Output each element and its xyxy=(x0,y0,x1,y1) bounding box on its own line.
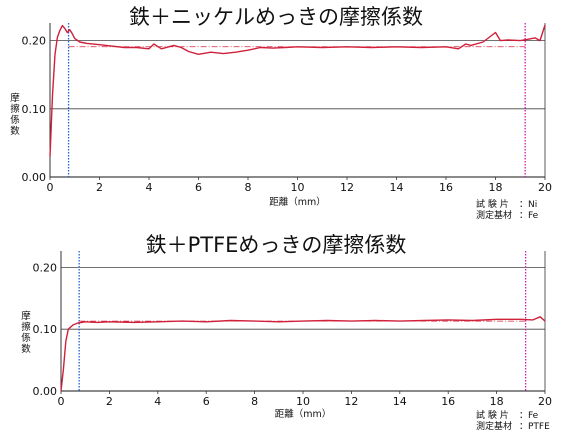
info-colon: ： xyxy=(519,211,528,221)
info-value: PTFE xyxy=(528,422,550,432)
info-value: Ni xyxy=(528,200,537,210)
x-tick-label: 14 xyxy=(390,181,404,194)
x-tick-label: 14 xyxy=(393,395,407,408)
x-tick-label: 20 xyxy=(538,395,552,408)
y-axis-label: 摩 xyxy=(21,310,31,322)
info-label: 試 験 片 xyxy=(476,198,509,210)
y-tick-label: 0.20 xyxy=(33,261,58,274)
x-tick-label: 6 xyxy=(195,181,202,194)
info-colon: ： xyxy=(519,422,528,432)
x-tick-label: 2 xyxy=(96,181,103,194)
info-colon: ： xyxy=(519,411,528,421)
x-tick-label: 10 xyxy=(291,181,305,194)
series-line xyxy=(61,317,545,391)
y-tick-label: 0.00 xyxy=(33,385,58,398)
x-tick-label: 18 xyxy=(490,395,504,408)
x-tick-label: 18 xyxy=(489,181,503,194)
y-tick-label: 0.20 xyxy=(22,35,47,48)
info-label: 測定基材 xyxy=(476,420,512,432)
x-tick-label: 6 xyxy=(203,395,210,408)
x-tick-label: 8 xyxy=(251,395,258,408)
y-tick-label: 0.10 xyxy=(22,103,47,116)
info-colon: ： xyxy=(519,200,528,210)
y-axis-label: 数 xyxy=(10,125,20,137)
x-tick-label: 0 xyxy=(47,181,54,194)
x-tick-label: 12 xyxy=(340,181,354,194)
chart-title: 鉄＋ニッケルめっきの摩擦係数 xyxy=(129,5,423,29)
series-line xyxy=(50,25,545,157)
x-tick-label: 8 xyxy=(245,181,252,194)
info-label: 測定基材 xyxy=(476,209,512,221)
chart-title: 鉄＋PTFEめっきの摩擦係数 xyxy=(146,233,407,257)
chart-2: 鉄＋PTFEめっきの摩擦係数 0.00 0.10 0.20 0 2 4 6 8 10 12 14 16 1… xyxy=(21,233,552,432)
info-label: 試 験 片 xyxy=(476,409,509,421)
y-axis-label: 数 xyxy=(21,343,31,355)
x-axis-label: 距離（mm） xyxy=(275,408,332,420)
x-tick-label: 16 xyxy=(441,395,455,408)
y-tick-label: 0.00 xyxy=(22,171,47,184)
y-axis-label: 係 xyxy=(10,115,20,126)
x-tick-label: 4 xyxy=(146,181,153,194)
info-value: Fe xyxy=(528,411,539,421)
x-tick-label: 20 xyxy=(538,181,552,194)
x-tick-label: 10 xyxy=(296,395,310,408)
x-tick-label: 16 xyxy=(439,181,453,194)
y-axis-label: 擦 xyxy=(21,321,31,333)
y-axis-label: 係 xyxy=(21,333,31,344)
x-tick-label: 12 xyxy=(344,395,358,408)
x-tick-label: 4 xyxy=(154,395,161,408)
y-tick-label: 0.10 xyxy=(33,323,58,336)
info-value: Fe xyxy=(528,211,539,221)
y-axis-label: 擦 xyxy=(10,103,20,115)
x-tick-label: 2 xyxy=(106,395,113,408)
chart-1: 鉄＋ニッケルめっきの摩擦係数 0.00 0.10 0.20 0 2 4 6 8 10 12 14 16 1… xyxy=(10,5,552,221)
x-tick-label: 0 xyxy=(58,395,65,408)
y-axis-label: 摩 xyxy=(10,92,20,104)
x-axis-label: 距離（mm） xyxy=(269,196,326,208)
